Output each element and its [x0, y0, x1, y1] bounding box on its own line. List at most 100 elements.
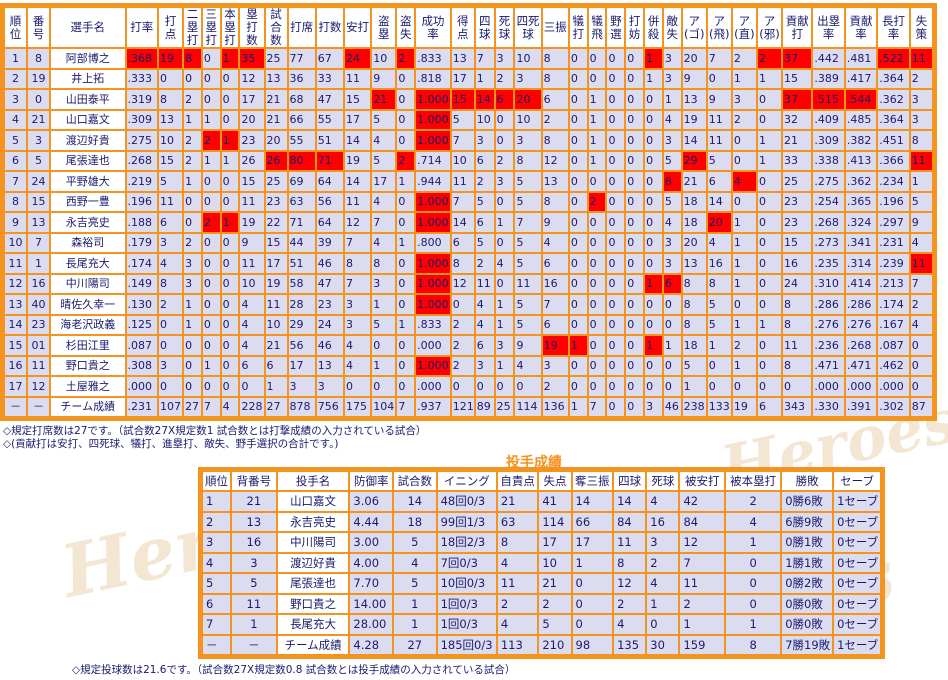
stat-cell: 2: [475, 172, 494, 191]
stat-cell: 7回0/3: [437, 553, 496, 572]
stat-cell: 2: [397, 151, 415, 170]
stat-cell: 12: [680, 533, 725, 552]
stat-cell: 1: [645, 49, 662, 68]
stat-cell: 0: [569, 110, 587, 129]
stat-cell: 10: [515, 49, 541, 68]
stat-cell: .219: [126, 172, 157, 191]
stat-cell: 44: [288, 233, 315, 252]
pitching-row: 6 11 野口貴之 14.00 1 1回0/3 2 2 0 2 1 2 0 0勝0敗 0セーブ: [203, 594, 880, 613]
stat-cell: 11: [345, 192, 371, 211]
stat-cell: .254: [813, 192, 844, 211]
stat-cell: 0: [626, 213, 644, 232]
pitching-header-cell: 自責点: [497, 472, 538, 490]
stat-cell: 0: [397, 336, 415, 355]
stat-cell: 0: [783, 377, 812, 396]
stat-cell: 99回1/3: [437, 512, 496, 531]
pitching-row: 2 13 永吉亮史 4.44 18 99回1/3 63 114 66 84 16 84 4 6勝9敗 0セー…: [203, 512, 880, 531]
stat-cell: 17: [265, 254, 287, 273]
stat-cell: .462: [878, 356, 909, 375]
stat-cell: 33: [783, 151, 812, 170]
stat-cell: 1: [184, 172, 201, 191]
stat-cell: 0: [626, 90, 644, 109]
stat-cell: 33: [316, 69, 344, 88]
stat-cell: 0セーブ: [834, 594, 880, 613]
stat-cell: 11: [265, 295, 287, 314]
stat-cell: 1: [372, 356, 396, 375]
stat-cell: 4: [240, 336, 264, 355]
stat-cell: 0: [588, 356, 606, 375]
stat-cell: 0: [607, 274, 625, 293]
stat-cell: 8: [682, 295, 706, 314]
stat-cell: 15: [451, 90, 474, 109]
stat-cell: 8: [707, 274, 731, 293]
stat-cell: 0: [626, 377, 644, 396]
player-name: 野口貴之: [51, 356, 125, 375]
stat-cell: .000: [416, 336, 450, 355]
stat-cell: －: [232, 635, 276, 654]
stat-cell: 12: [5, 274, 26, 293]
stat-cell: 0: [397, 356, 415, 375]
pitching-header-cell: 失点: [539, 472, 571, 490]
stat-cell: .515: [813, 90, 844, 109]
stat-cell: 0: [626, 274, 644, 293]
stat-cell: 0: [645, 233, 662, 252]
stat-cell: 0: [607, 377, 625, 396]
stat-cell: 0: [626, 315, 644, 334]
stat-cell: 3: [515, 69, 541, 88]
stat-cell: 0: [757, 110, 782, 129]
pitching-stats-panel: 順位 背番号 投手名 防御率 試合数 イニング 自責点 失点 奪三振 四球 死球 被安打 被本塁打 勝敗セ…: [198, 467, 885, 659]
stat-cell: 0勝2敗: [782, 574, 833, 593]
stat-cell: 1: [647, 594, 679, 613]
stat-cell: 17: [5, 377, 26, 396]
stat-cell: 15: [5, 336, 26, 355]
batting-header-cell: 盗失: [397, 8, 415, 47]
batting-header-cell: ア(飛): [707, 8, 731, 47]
stat-cell: 1回0/3: [437, 594, 496, 613]
batting-header-cell: 番号: [28, 8, 49, 47]
stat-cell: 21: [783, 131, 812, 150]
stat-cell: 24: [28, 172, 49, 191]
pitching-header-cell: 被本塁打: [726, 472, 781, 490]
stat-cell: 0: [28, 90, 49, 109]
stat-cell: 3: [647, 533, 679, 552]
stat-cell: 0: [184, 356, 201, 375]
stat-cell: 19: [265, 274, 287, 293]
stat-cell: 1: [732, 254, 756, 273]
stat-cell: 6: [475, 151, 494, 170]
stat-cell: 1勝1敗: [782, 553, 833, 572]
stat-cell: 8: [783, 356, 812, 375]
stat-cell: 29: [288, 315, 315, 334]
stat-cell: 23: [28, 315, 49, 334]
stat-cell: 2: [184, 151, 201, 170]
stat-cell: 23: [783, 213, 812, 232]
stat-cell: 1: [203, 492, 231, 511]
stat-cell: 11: [497, 574, 538, 593]
stat-cell: 756: [316, 397, 344, 416]
stat-cell: 0: [569, 131, 587, 150]
batting-row: 15 01 杉田江里 .087 0 0 0 0 4 21 56 46 4 0 0.000 2 6 3 9 19 1 0 0 0…: [5, 336, 932, 355]
stat-cell: 15: [158, 151, 183, 170]
stat-cell: .235: [813, 254, 844, 273]
stat-cell: 4: [663, 213, 681, 232]
stat-cell: 5: [707, 151, 731, 170]
stat-cell: 7: [203, 615, 231, 634]
stat-cell: 23: [316, 295, 344, 314]
stat-cell: .818: [416, 69, 450, 88]
stat-cell: 5: [232, 574, 276, 593]
stat-cell: 0勝0敗: [782, 615, 833, 634]
stat-cell: 5: [158, 172, 183, 191]
stat-cell: 1: [495, 356, 514, 375]
stat-cell: 42: [680, 492, 725, 511]
stat-cell: 1: [5, 49, 26, 68]
stat-cell: 1: [732, 233, 756, 252]
stat-cell: 4: [158, 254, 183, 273]
stat-cell: 64: [316, 172, 344, 191]
stat-cell: .365: [845, 192, 877, 211]
stat-cell: 1: [394, 615, 436, 634]
batting-row: 5 3 渡辺好貴 .275 10 2 2 1 23 20 55 51 14 4 0 1.000 7 3 0 3 8 0 1 0…: [5, 131, 932, 150]
stat-cell: 27: [265, 397, 287, 416]
stat-cell: 0: [397, 213, 415, 232]
batting-header-cell: 貢献打: [783, 8, 812, 47]
pitching-header-cell: 防御率: [350, 472, 393, 490]
stat-cell: 0: [588, 336, 606, 355]
